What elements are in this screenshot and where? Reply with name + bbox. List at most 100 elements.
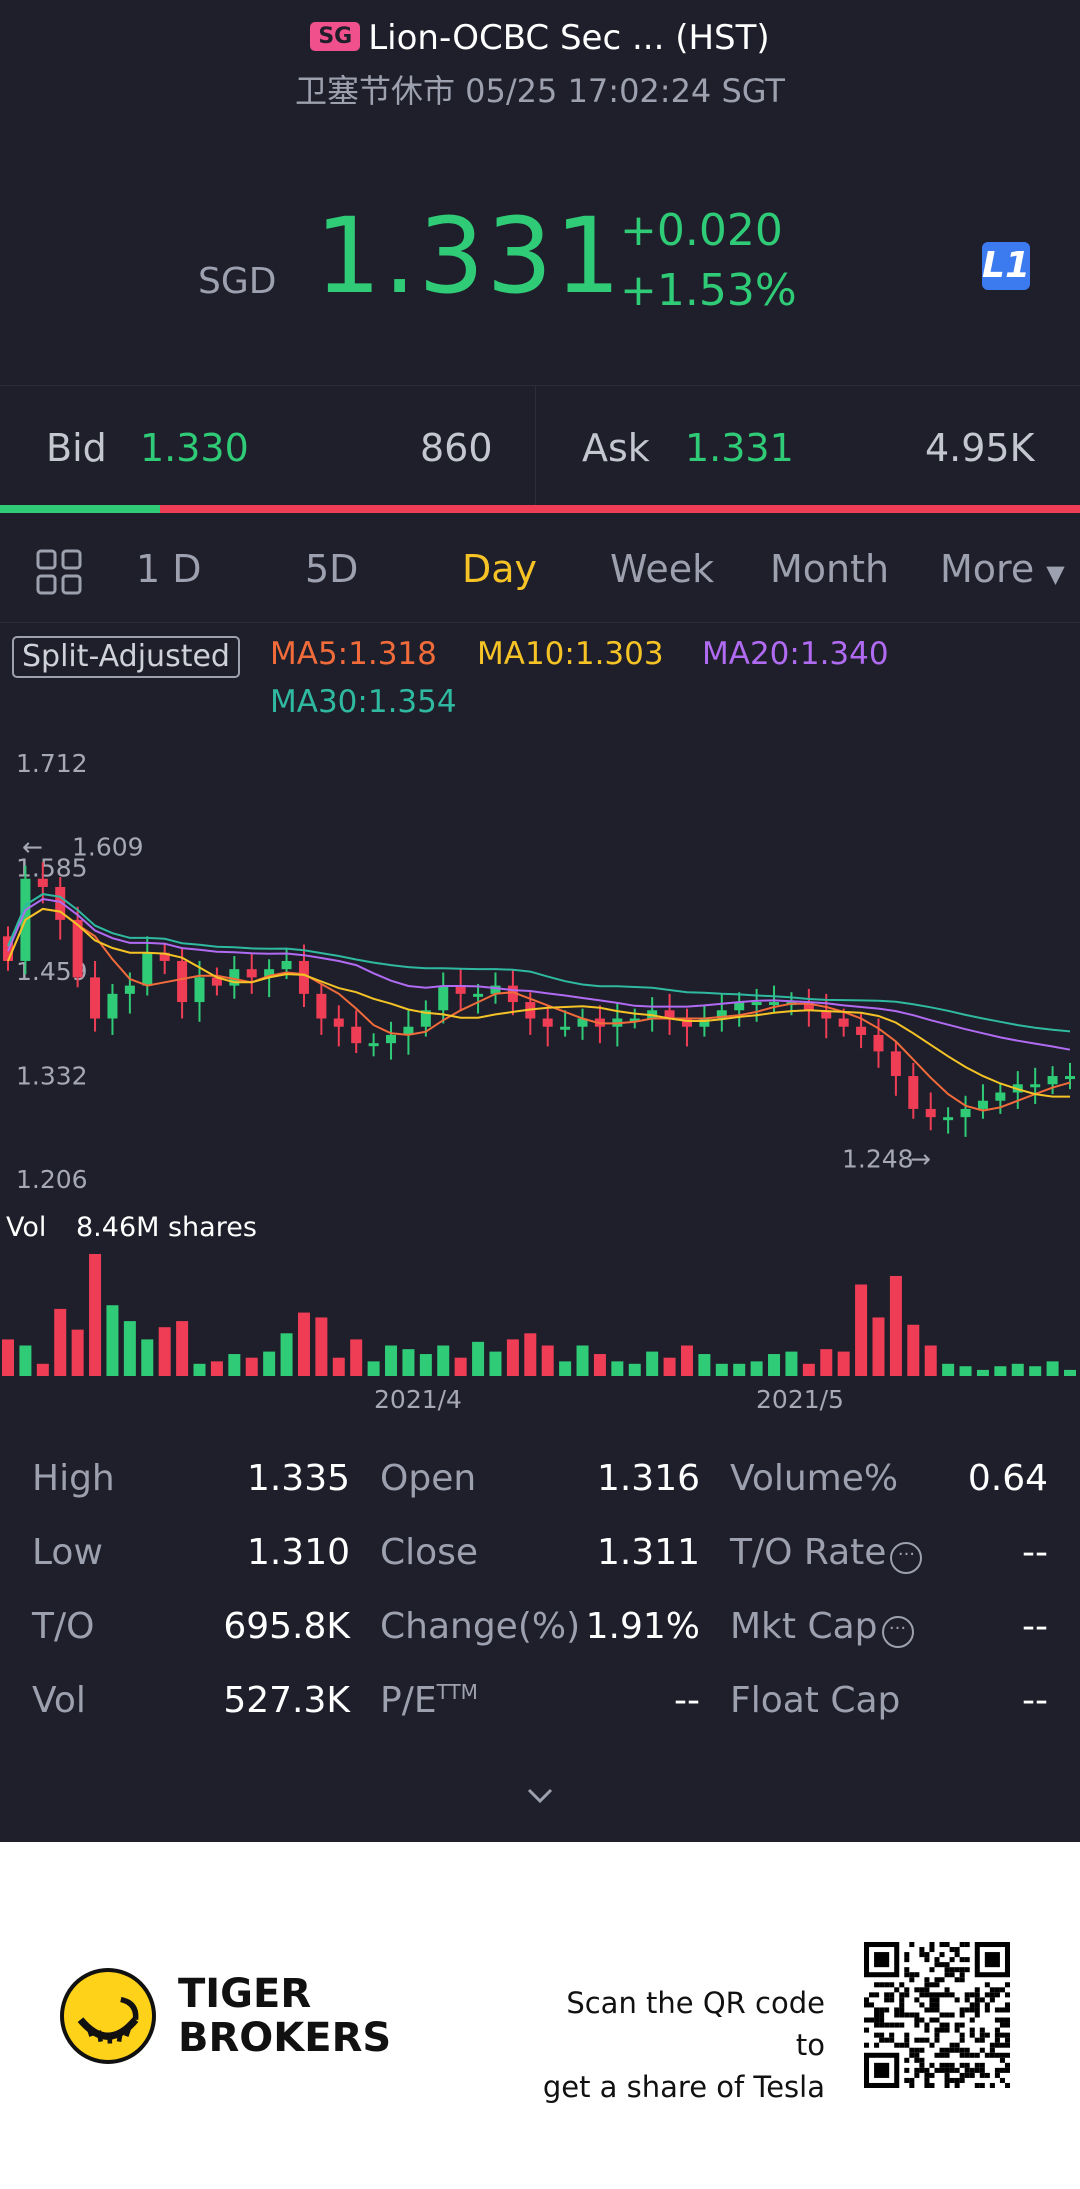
qr-module xyxy=(984,2032,990,2038)
volume-bar xyxy=(715,1363,728,1376)
volume-bar xyxy=(210,1361,223,1376)
more-info-icon[interactable]: ··· xyxy=(890,1542,923,1574)
qr-module xyxy=(919,1992,925,1998)
qr-module xyxy=(1004,2052,1010,2058)
candle-body xyxy=(838,1018,849,1027)
tab-1d[interactable]: 1 D xyxy=(136,547,202,591)
bid-ask-ratio-bar xyxy=(0,505,1080,513)
qr-module xyxy=(989,1987,995,1993)
qr-module xyxy=(894,2042,900,2048)
qr-module xyxy=(934,2002,940,2008)
stat-label-text: Vol xyxy=(32,1680,86,1721)
volume-bar xyxy=(36,1363,49,1376)
candle-body xyxy=(72,919,83,978)
volume-bar xyxy=(1011,1363,1024,1376)
qr-module xyxy=(929,1992,935,1998)
tab-5d[interactable]: 5D xyxy=(305,547,359,591)
qr-module xyxy=(899,1982,905,1988)
layout-grid-icon[interactable] xyxy=(36,549,82,595)
candle-body xyxy=(159,952,170,961)
volume-bar xyxy=(228,1354,241,1376)
qr-module xyxy=(919,1952,925,1958)
qr-module xyxy=(989,1992,995,1998)
candle-body xyxy=(438,985,449,1011)
qr-module xyxy=(924,1992,930,1998)
qr-module xyxy=(974,2037,980,2043)
qr-module xyxy=(929,1967,935,1973)
qr-module xyxy=(929,2082,935,2088)
volume-bar xyxy=(524,1333,537,1376)
level1-badge[interactable]: L1 xyxy=(982,242,1030,290)
price-change: +0.020 xyxy=(620,205,783,256)
qr-module xyxy=(979,2027,985,2033)
qr-module xyxy=(959,1957,965,1963)
split-adjusted-toggle[interactable]: Split-Adjusted xyxy=(12,636,240,678)
stat-label-text: Mkt Cap xyxy=(730,1606,878,1647)
stat-label: Close xyxy=(380,1532,478,1573)
qr-module xyxy=(899,2022,905,2028)
volume-bar xyxy=(385,1345,398,1376)
qr-module xyxy=(979,2067,985,2073)
ma10-line xyxy=(7,907,1070,1098)
qr-module xyxy=(984,2007,990,2013)
scan-prompt: Scan the QR code to get a share of Tesla xyxy=(540,1982,825,2108)
tab-more[interactable]: More ▼ xyxy=(940,547,1065,591)
qr-module xyxy=(949,2012,955,2018)
stat-value: 1.91% xyxy=(585,1606,700,1647)
qr-module xyxy=(964,1997,970,2003)
candle-body xyxy=(769,1002,780,1006)
qr-module xyxy=(899,2007,905,2013)
volume-bar xyxy=(646,1351,659,1376)
qr-module xyxy=(954,1947,960,1953)
qr-module xyxy=(929,1942,935,1948)
qr-module xyxy=(959,2077,965,2083)
candle-body xyxy=(890,1051,901,1077)
volume-bar xyxy=(820,1349,833,1376)
tab-month[interactable]: Month xyxy=(770,547,890,591)
qr-module xyxy=(919,2037,925,2043)
qr-module xyxy=(879,2022,885,2028)
qr-module xyxy=(974,2062,980,2068)
qr-module xyxy=(994,2007,1000,2013)
stat-label-text: Float Cap xyxy=(730,1680,901,1721)
tab-week[interactable]: Week xyxy=(610,547,715,591)
qr-module xyxy=(879,2037,885,2043)
qr-module xyxy=(974,2002,980,2008)
candle-body xyxy=(37,878,48,887)
qr-module xyxy=(1004,2067,1010,2073)
qr-module xyxy=(999,2007,1005,2013)
qr-finder xyxy=(874,2062,890,2078)
qr-module xyxy=(919,1987,925,1993)
volume-bar xyxy=(663,1357,676,1376)
y-axis-tick: 1.332 xyxy=(16,1061,88,1090)
stat-value: 1.311 xyxy=(596,1532,700,1573)
qr-module xyxy=(899,2042,905,2048)
candle-body xyxy=(403,1026,414,1035)
qr-module xyxy=(1004,2037,1010,2043)
y-axis-tick: 1.206 xyxy=(16,1165,88,1194)
volume-bar xyxy=(576,1345,589,1376)
qr-module xyxy=(954,1997,960,2003)
arrow-right-icon: → xyxy=(910,1144,931,1173)
volume-bar xyxy=(437,1345,450,1376)
qr-module xyxy=(959,2007,965,2013)
stat-value: 695.8K xyxy=(223,1606,350,1647)
chevron-down-icon[interactable] xyxy=(525,1780,555,1810)
qr-module xyxy=(914,2022,920,2028)
qr-module xyxy=(944,2052,950,2058)
stat-label-text: Change(%) xyxy=(380,1606,581,1647)
qr-module xyxy=(959,2047,965,2053)
more-info-icon[interactable]: ··· xyxy=(881,1616,914,1648)
qr-module xyxy=(939,2062,945,2068)
qr-module xyxy=(894,1987,900,1993)
volume-bar xyxy=(698,1354,711,1376)
qr-module xyxy=(874,2032,880,2038)
qr-module xyxy=(959,2012,965,2018)
stat-label: Vol xyxy=(32,1680,86,1721)
tab-day[interactable]: Day xyxy=(462,547,538,591)
qr-module xyxy=(934,1957,940,1963)
tab-more-label: More xyxy=(940,547,1035,591)
volume-bar xyxy=(1064,1369,1076,1376)
qr-module xyxy=(894,2012,900,2018)
